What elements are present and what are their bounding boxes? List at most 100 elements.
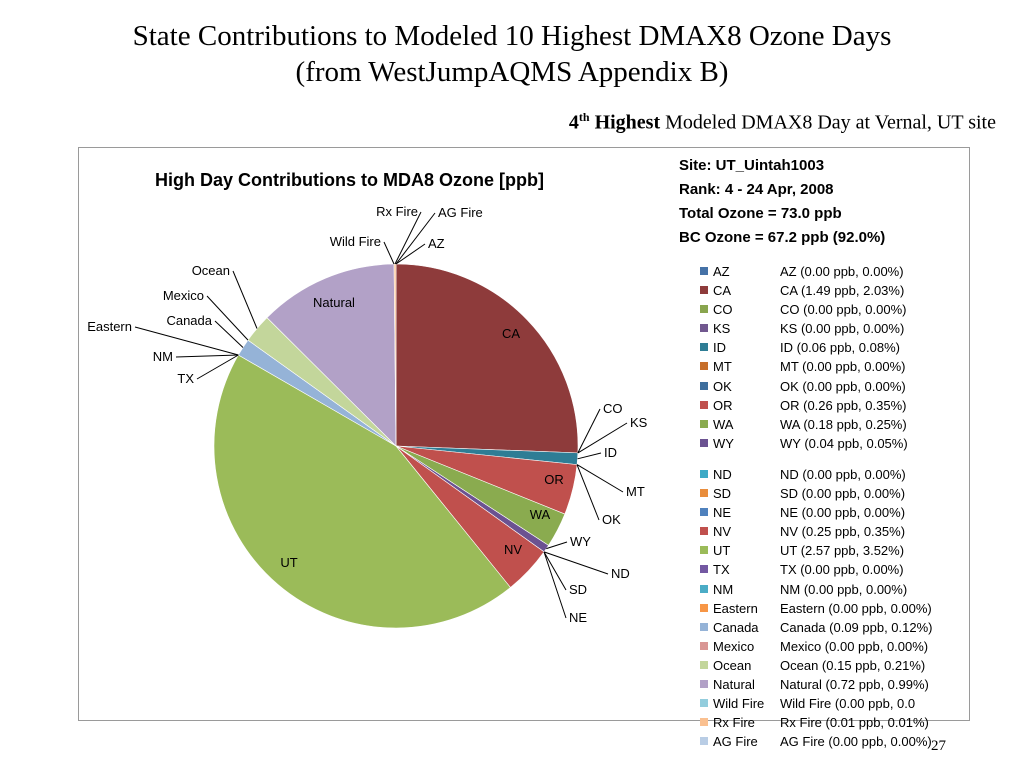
legend-name: KS (713, 321, 731, 337)
pie-label-ag-fire: AG Fire (438, 205, 483, 220)
pie-label-mt: MT (626, 484, 645, 499)
legend-swatch (700, 305, 708, 314)
leader-line-eastern (134, 326, 239, 356)
legend-swatch (700, 343, 708, 352)
leader-line-wy (546, 541, 568, 550)
legend-value: UT (2.57 ppb, 3.52%) (780, 543, 905, 559)
leader-line-nd (543, 551, 609, 575)
leader-line-ne (543, 551, 567, 619)
legend-swatch (700, 679, 708, 688)
legend-name: Eastern (713, 600, 758, 616)
legend-value: CA (1.49 ppb, 2.03%) (780, 283, 905, 299)
leader-line-ok (576, 464, 600, 521)
leader-line-ocean (232, 270, 258, 329)
subtitle-rank: 4 (568, 111, 579, 134)
pie-slice-ut (213, 354, 511, 629)
legend-name: Rx Fire (713, 715, 755, 731)
leader-line-id (577, 452, 602, 460)
legend-name: Mexico (713, 638, 755, 654)
legend-value: WA (0.18 ppb, 0.25%) (780, 416, 907, 432)
pie-label-natural: Natural (313, 295, 355, 310)
pie-label-wa: WA (530, 507, 551, 522)
pie-label-rx-fire: Rx Fire (376, 204, 418, 219)
legend-value: AZ (0.00 ppb, 0.00%) (780, 264, 904, 279)
legend-value: Wild Fire (0.00 ppb, 0.0 (780, 696, 916, 712)
leader-line-co (577, 408, 601, 454)
legend-name: ND (713, 466, 732, 482)
legend-swatch (700, 660, 708, 669)
subtitle-rest: Modeled DMAX8 Day at Vernal, UT site (665, 111, 996, 134)
legend-name: WY (713, 435, 734, 451)
pie-label-wild-fire: Wild Fire (330, 234, 381, 249)
page-number: 27 (931, 738, 946, 754)
pie-label-ok: OK (602, 512, 621, 527)
legend-name: SD (713, 486, 732, 502)
pie-label-or: OR (544, 472, 564, 487)
legend-swatch (700, 419, 708, 428)
legend-name: OK (713, 378, 732, 394)
bc-ozone: BC Ozone = 67.2 ppb (92.0%) (679, 229, 886, 246)
legend-value: WY (0.04 ppb, 0.05%) (780, 435, 908, 451)
subtitle-highest: Highest (594, 111, 661, 134)
legend-swatch (700, 603, 708, 612)
legend-value: NE (0.00 ppb, 0.00%) (780, 505, 906, 521)
pie-label-sd: SD (569, 582, 587, 597)
legend-name: Ocean (713, 657, 752, 673)
site-info: Site: UT_Uintah1003 Rank: 4 - 24 Apr, 20… (679, 154, 885, 250)
legend-value: Mexico (0.00 ppb, 0.00%) (780, 638, 929, 654)
legend-swatch (700, 381, 708, 390)
pie-label-ne: NE (569, 610, 587, 625)
legend-swatch (700, 508, 708, 517)
legend-value: Natural (0.72 ppb, 0.99%) (780, 676, 929, 692)
legend-swatch (700, 699, 708, 708)
leader-line-ks (577, 422, 628, 454)
pie-label-co: CO (603, 401, 623, 416)
pie-label-nd: ND (611, 566, 630, 581)
legend-value: MT (0.00 ppb, 0.00%) (780, 359, 906, 375)
slide-title-line2: (from WestJumpAQMS Appendix B) (295, 56, 729, 88)
chart-title: High Day Contributions to MDA8 Ozone [pp… (155, 170, 544, 190)
pie-label-id: ID (604, 445, 617, 460)
leader-line-az (395, 243, 426, 265)
legend-name: MT (713, 359, 732, 375)
legend-swatch (700, 489, 708, 498)
legend-name: UT (713, 543, 731, 559)
pie-label-canada: Canada (166, 313, 212, 328)
pie-label-nm: NM (153, 349, 173, 364)
legend-value: ND (0.00 ppb, 0.00%) (780, 466, 906, 482)
legend-swatch (700, 400, 708, 409)
legend-name: TX (713, 562, 730, 578)
legend-swatch (700, 565, 708, 574)
pie-label-ca: CA (502, 326, 520, 341)
leader-line-mt (576, 464, 624, 493)
leader-line-rx-fire (394, 211, 422, 265)
legend-name: OR (713, 397, 733, 413)
pie-label-ocean: Ocean (192, 263, 230, 278)
chart-frame (78, 147, 970, 721)
legend-name: AG Fire (713, 734, 758, 750)
legend-value: SD (0.00 ppb, 0.00%) (780, 486, 906, 502)
site-rank: Rank: 4 - 24 Apr, 2008 (679, 181, 834, 198)
pie-slice-natural (266, 263, 397, 447)
pie-label-az: AZ (428, 236, 445, 251)
legend-name: CO (713, 302, 733, 318)
pie-label-eastern: Eastern (87, 319, 132, 334)
legend-value: ID (0.06 ppb, 0.08%) (780, 340, 900, 356)
pie-slice-ca (395, 263, 579, 454)
legend-swatch (700, 584, 708, 593)
leader-line-nm (175, 354, 239, 358)
legend-value: NM (0.00 ppb, 0.00%) (780, 581, 908, 597)
pie-leader-lines (134, 211, 628, 619)
legend-value: Ocean (0.15 ppb, 0.21%) (780, 657, 926, 673)
leader-line-mexico (206, 295, 249, 341)
slide-subtitle: 4th Highest Modeled DMAX8 Day at Vernal,… (569, 110, 996, 135)
legend-name: NE (713, 505, 732, 521)
legend-value: KS (0.00 ppb, 0.00%) (780, 321, 905, 337)
leader-line-wild-fire (383, 241, 395, 265)
legend-name: AZ (713, 264, 730, 279)
legend-swatch (700, 438, 708, 447)
legend-name: NM (713, 581, 734, 597)
legend-value: Canada (0.09 ppb, 0.12%) (780, 619, 933, 635)
total-ozone: Total Ozone = 73.0 ppb (679, 205, 842, 222)
